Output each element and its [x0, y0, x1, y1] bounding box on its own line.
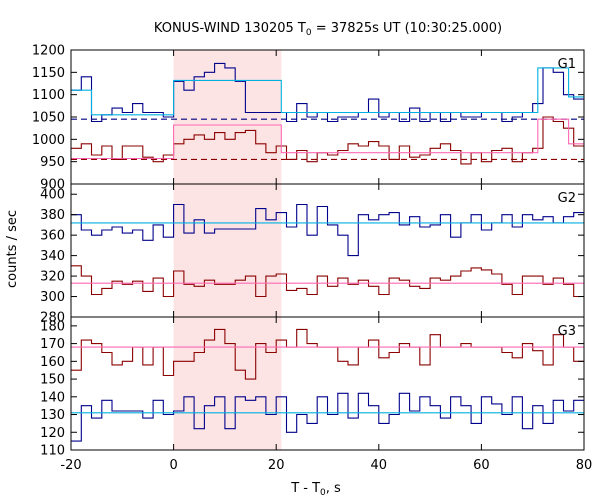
y-tick-label: 300	[40, 290, 65, 305]
y-tick-label: 1200	[32, 44, 65, 59]
panel-frame-g2	[70, 183, 585, 318]
panel-g2-series-0	[71, 203, 584, 257]
y-tick-label: 110	[40, 444, 65, 459]
panel-g1-series-4	[71, 118, 584, 160]
y-tick-label: 400	[40, 188, 65, 203]
y-tick-label: 1150	[32, 66, 65, 81]
x-tick-label: 20	[268, 458, 285, 473]
panel-label: G3	[558, 324, 576, 339]
panel-g1-series-3	[71, 116, 584, 165]
panel-g3	[71, 328, 584, 442]
y-tick-label: 900	[40, 178, 65, 193]
y-tick-label: 180	[40, 319, 65, 334]
y-tick-label: 140	[40, 390, 65, 405]
y-tick-label: 280	[40, 311, 65, 326]
y-tick-label: 1100	[32, 88, 65, 103]
panel-frame-g3	[70, 316, 585, 451]
x-tick-label: 40	[371, 458, 388, 473]
x-tick-label: 0	[169, 458, 177, 473]
y-tick-label: 340	[40, 249, 65, 264]
y-tick-label: 160	[40, 355, 65, 370]
y-tick-label: 320	[40, 270, 65, 285]
y-tick-label: 170	[40, 337, 65, 352]
panel-g1	[71, 62, 584, 165]
y-tick-label: 1050	[32, 111, 65, 126]
y-tick-label: 950	[40, 155, 65, 170]
y-tick-label: 130	[40, 408, 65, 423]
x-axis-label: T - T0, s	[290, 481, 341, 498]
panel-label: G2	[558, 191, 576, 206]
axes-frame-layer: 90095010001050110011501200G1280300320340…	[32, 44, 592, 474]
panel-g1-series-0	[71, 62, 584, 123]
x-tick-label: 80	[576, 458, 593, 473]
x-tick-label: -20	[60, 458, 81, 473]
panel-g2-series-2	[71, 265, 584, 298]
y-tick-label: 360	[40, 229, 65, 244]
y-tick-label: 380	[40, 208, 65, 223]
shaded-interval	[173, 50, 282, 450]
panel-g2	[71, 203, 584, 298]
y-axis-label: counts / sec	[5, 210, 20, 288]
panel-g1-series-1	[71, 67, 584, 116]
panel-g3-series-0	[71, 328, 584, 380]
chart-title: KONUS-WIND 130205 T0 = 37825s UT (10:30:…	[154, 21, 502, 38]
x-tick-label: 60	[473, 458, 490, 473]
y-tick-label: 150	[40, 373, 65, 388]
shaded-interval-layer	[173, 50, 282, 450]
panel-label: G1	[558, 57, 576, 72]
series-layer	[71, 62, 584, 442]
y-tick-label: 120	[40, 426, 65, 441]
y-tick-label: 1000	[32, 133, 65, 148]
panel-g3-series-2	[71, 392, 584, 442]
